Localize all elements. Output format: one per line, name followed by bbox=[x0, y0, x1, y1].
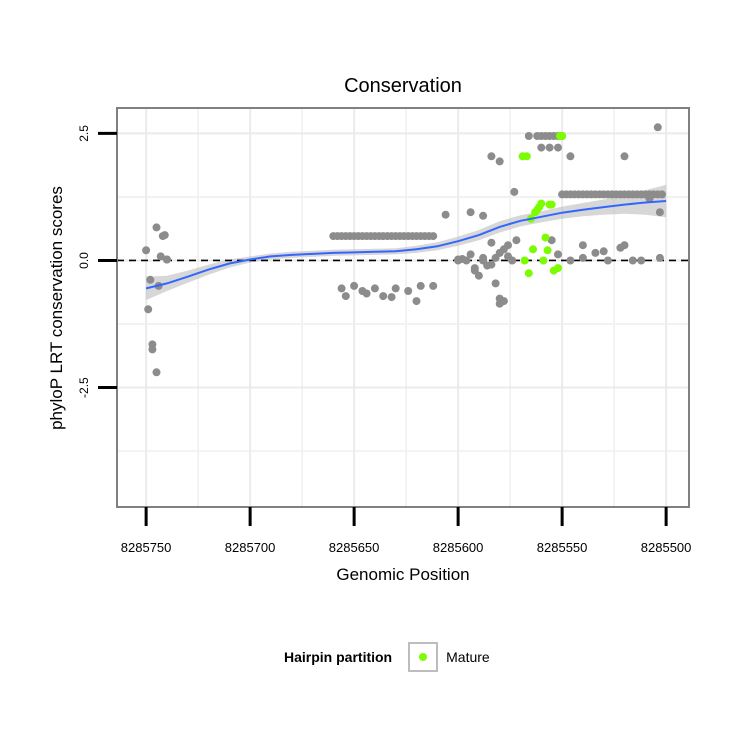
data-point-other bbox=[578, 253, 587, 262]
data-point-other bbox=[495, 157, 504, 166]
data-point-other bbox=[341, 292, 350, 301]
data-point-other bbox=[655, 253, 664, 262]
data-point-mature bbox=[547, 200, 556, 209]
data-point-other bbox=[566, 152, 575, 161]
panel-border bbox=[116, 107, 690, 508]
data-point-mature bbox=[524, 269, 533, 278]
data-point-other bbox=[591, 248, 600, 257]
legend-title: Hairpin partition bbox=[284, 649, 393, 665]
data-point-other bbox=[146, 275, 155, 284]
x-tick-label: 8285750 bbox=[121, 540, 172, 555]
y-tick-label: -2.5 bbox=[77, 377, 91, 398]
data-point-other bbox=[429, 281, 438, 290]
smooth-trend-line bbox=[145, 200, 667, 290]
data-point-other bbox=[441, 210, 450, 219]
data-point-mature bbox=[558, 132, 567, 140]
x-tick-label: 8285500 bbox=[641, 540, 692, 555]
data-point-other bbox=[504, 241, 512, 250]
axes: 2.5 0.0 -2.5 8285750 8285700 8285650 8285600 82… bbox=[77, 125, 691, 555]
data-point-other bbox=[658, 190, 666, 199]
smooth-line-layer bbox=[145, 200, 667, 290]
data-point-other bbox=[387, 293, 396, 302]
data-point-other bbox=[603, 256, 612, 265]
data-points bbox=[142, 123, 666, 377]
grid-lines bbox=[117, 108, 689, 507]
data-point-other bbox=[474, 271, 483, 280]
data-point-mature bbox=[537, 199, 546, 208]
data-point-other bbox=[466, 250, 475, 259]
data-point-other bbox=[645, 194, 654, 203]
data-point-other bbox=[487, 152, 496, 161]
data-point-other bbox=[491, 253, 500, 262]
data-point-other bbox=[510, 187, 519, 196]
data-point-other bbox=[653, 123, 662, 132]
data-point-other bbox=[144, 305, 153, 314]
data-point-other bbox=[337, 284, 346, 293]
data-point-other bbox=[487, 238, 496, 247]
x-tick-label: 8285550 bbox=[537, 540, 588, 555]
y-tick-label: 2.5 bbox=[77, 125, 91, 142]
x-tick-label: 8285700 bbox=[225, 540, 276, 555]
data-point-other bbox=[620, 241, 629, 250]
data-point-other bbox=[504, 252, 512, 261]
data-point-other bbox=[537, 143, 546, 152]
data-point-other bbox=[152, 368, 161, 377]
data-point-other bbox=[487, 260, 496, 269]
x-tick-label: 8285600 bbox=[433, 540, 484, 555]
data-point-other bbox=[628, 256, 637, 265]
data-point-other bbox=[404, 287, 413, 295]
data-point-other bbox=[566, 256, 575, 265]
data-point-other bbox=[391, 284, 400, 293]
data-point-other bbox=[547, 236, 556, 245]
data-point-mature bbox=[554, 264, 562, 273]
data-point-mature bbox=[541, 233, 550, 242]
data-point-other bbox=[479, 256, 488, 265]
data-point-other bbox=[637, 256, 646, 265]
data-point-mature bbox=[529, 245, 537, 254]
data-point-other bbox=[578, 241, 587, 250]
y-tick-label: 0.0 bbox=[77, 252, 91, 269]
data-point-other bbox=[655, 208, 664, 217]
data-point-other bbox=[416, 281, 425, 290]
data-point-mature bbox=[522, 152, 531, 161]
data-point-other bbox=[620, 152, 629, 161]
legend: Hairpin partition Mature bbox=[284, 640, 490, 674]
legend-label-mature: Mature bbox=[446, 649, 490, 665]
data-point-other bbox=[470, 264, 479, 273]
data-point-other bbox=[554, 250, 562, 259]
data-point-other bbox=[524, 132, 533, 140]
data-point-other bbox=[148, 340, 157, 349]
data-point-other bbox=[512, 236, 521, 245]
chart-title: Conservation bbox=[344, 75, 462, 97]
x-axis-label: Genomic Position bbox=[336, 565, 469, 584]
data-point-mature bbox=[539, 256, 548, 265]
data-point-other bbox=[160, 231, 169, 240]
legend-dot-icon bbox=[419, 653, 428, 661]
data-point-other bbox=[152, 223, 161, 232]
data-point-other bbox=[370, 284, 379, 293]
data-point-other bbox=[156, 252, 165, 261]
data-point-other bbox=[554, 143, 562, 152]
data-point-other bbox=[599, 247, 608, 256]
x-tick-label: 8285650 bbox=[329, 540, 380, 555]
data-point-other bbox=[362, 289, 371, 298]
data-point-other bbox=[479, 211, 488, 220]
data-point-other bbox=[379, 292, 388, 301]
data-point-other bbox=[458, 255, 467, 263]
data-point-other bbox=[429, 232, 438, 241]
data-point-other bbox=[142, 246, 151, 255]
data-point-other bbox=[499, 297, 508, 306]
data-point-other bbox=[350, 281, 359, 290]
data-point-mature bbox=[520, 256, 529, 265]
data-point-other bbox=[466, 208, 475, 217]
legend-key-mature bbox=[408, 642, 439, 672]
data-point-other bbox=[162, 255, 171, 264]
y-axis-label: phyloP LRT conservation scores bbox=[47, 186, 66, 430]
data-point-mature bbox=[543, 246, 552, 255]
data-point-other bbox=[545, 143, 554, 152]
data-point-other bbox=[412, 297, 421, 306]
data-point-other bbox=[491, 279, 500, 288]
